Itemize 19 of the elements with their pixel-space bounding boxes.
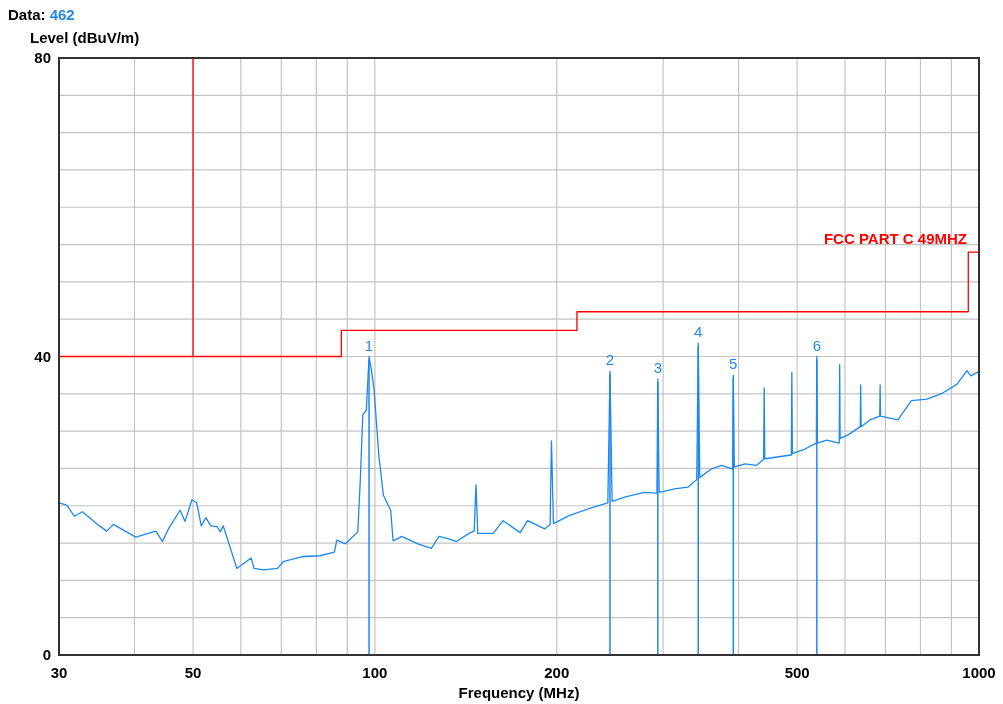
annotation: 4 [694, 323, 703, 341]
x-tick-label: 100 [362, 664, 388, 681]
annotation: 6 [812, 336, 822, 354]
series-label: FCC PART C 49MHZ [823, 230, 967, 248]
x-tick-label: 1000 [962, 664, 996, 681]
x-tick-label: 500 [784, 664, 810, 681]
annotation: 5 [729, 355, 738, 373]
chart-title: Data: 462 [8, 6, 75, 23]
annotation: 2 [605, 351, 615, 369]
annotation: 3 [653, 358, 662, 376]
y-tick-label: 40 [34, 347, 51, 365]
y-axis-title: Level (dBuV/m) [30, 29, 140, 46]
annotation: 1 [364, 336, 374, 354]
x-tick-label: 30 [50, 664, 68, 681]
x-tick-label: 200 [544, 664, 570, 681]
y-tick-label: 80 [34, 49, 51, 67]
x-axis-title: Frequency (MHz) [458, 684, 580, 701]
x-tick-label: 50 [184, 664, 202, 681]
y-tick-label: 0 [42, 646, 51, 664]
